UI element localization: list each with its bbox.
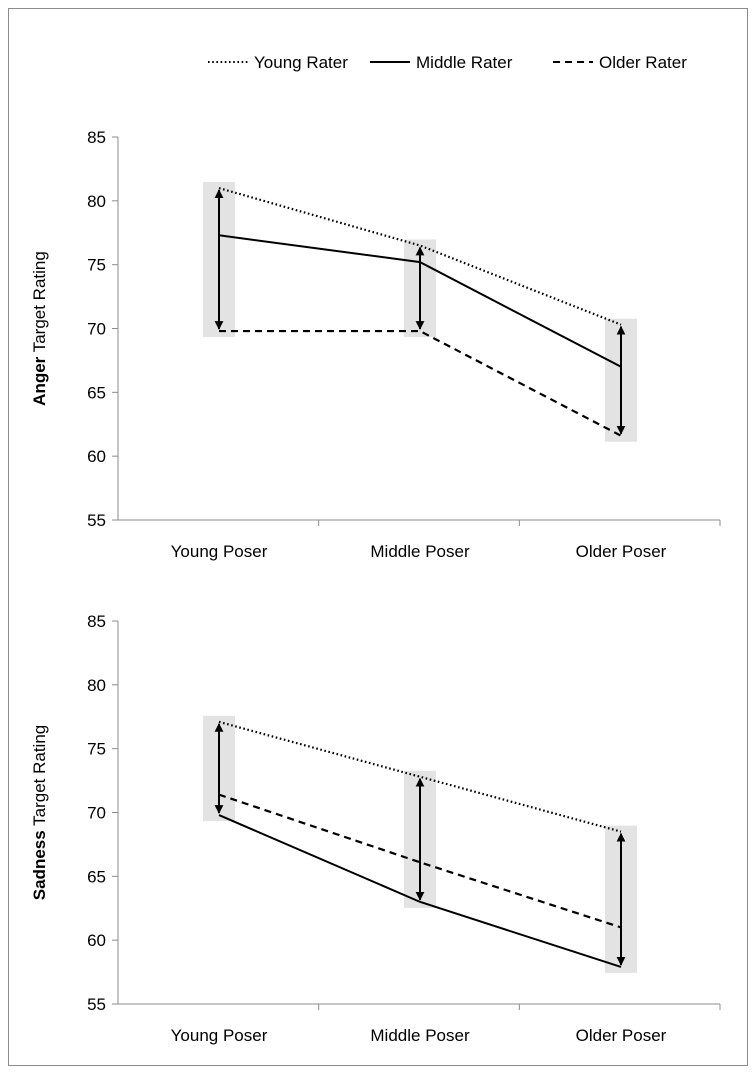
sadness-chart: 55 60 65 70 75 80 85 Young Poser Middle Poser Old… — [30, 612, 721, 1045]
anger-chart: 55 60 65 70 75 80 85 Young Poser Middle Poser Old… — [30, 128, 721, 561]
y-axis-title-emphasis: Anger — [30, 356, 49, 406]
y-tick-label: 60 — [87, 931, 106, 950]
x-tick-label: Middle Poser — [370, 542, 470, 561]
y-axis-title-rest: Target Rating — [30, 251, 49, 357]
y-axis-title-rest: Target Rating — [30, 725, 49, 831]
legend-label: Young Rater — [254, 53, 348, 72]
series-line-older-rater — [219, 329, 622, 437]
y-tick-label: 60 — [87, 447, 106, 466]
y-tick-label: 55 — [87, 511, 106, 530]
y-axis-title-emphasis: Sadness — [30, 830, 49, 900]
series-line-young-rater — [218, 187, 622, 326]
y-tick-label: 80 — [87, 676, 106, 695]
x-tick-label: Older Poser — [576, 1026, 667, 1045]
y-axis-title: Anger Target Rating — [30, 251, 49, 406]
series-line-middle-rater — [218, 814, 622, 968]
series-line-older-rater — [218, 793, 622, 929]
y-tick-label: 65 — [87, 383, 106, 402]
y-tick-label: 70 — [87, 320, 106, 339]
y-tick-label: 75 — [87, 740, 106, 759]
x-tick-label: Young Poser — [171, 1026, 268, 1045]
y-axis-title: Sadness Target Rating — [30, 725, 49, 900]
y-tick-label: 85 — [87, 128, 106, 147]
x-tick-label: Young Poser — [171, 542, 268, 561]
y-tick-label: 70 — [87, 804, 106, 823]
legend-label: Middle Rater — [416, 53, 513, 72]
x-tick-label: Middle Poser — [370, 1026, 470, 1045]
y-tick-label: 65 — [87, 867, 106, 886]
x-tick-label: Older Poser — [576, 542, 667, 561]
legend: Young Rater Middle Rater Older Rater — [208, 53, 687, 72]
legend-label: Older Rater — [599, 53, 687, 72]
y-tick-label: 85 — [87, 612, 106, 631]
y-tick-label: 75 — [87, 256, 106, 275]
y-tick-label: 55 — [87, 995, 106, 1014]
y-tick-label: 80 — [87, 192, 106, 211]
